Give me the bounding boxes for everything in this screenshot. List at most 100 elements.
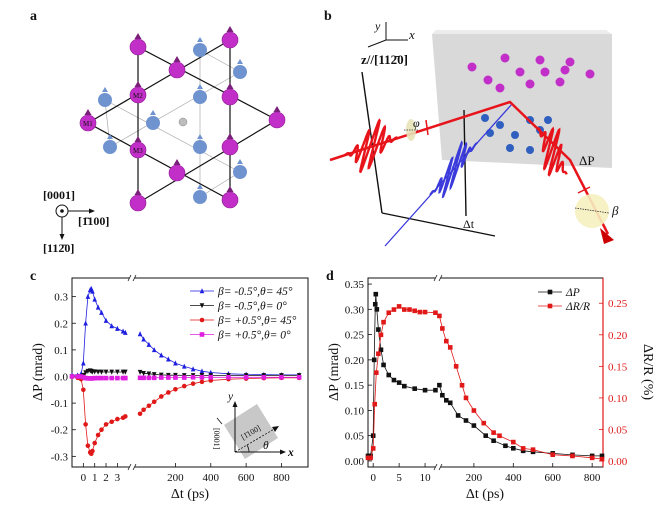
data-point bbox=[95, 304, 101, 310]
blue-atom bbox=[511, 131, 519, 139]
spin-arrow-icon bbox=[226, 186, 234, 192]
probe-pulse-incident bbox=[344, 118, 398, 174]
blue-atom bbox=[481, 114, 489, 122]
data-point bbox=[92, 375, 97, 381]
x-tick-label: 5 bbox=[396, 472, 402, 484]
magnetic-atom bbox=[585, 69, 595, 79]
data-point bbox=[85, 293, 91, 299]
data-point bbox=[374, 307, 380, 312]
inset-orientation: yxθ[0001] [1̄100] bbox=[212, 391, 294, 459]
data-point bbox=[226, 374, 231, 380]
blue-atom bbox=[146, 116, 160, 130]
angle-arc bbox=[246, 444, 250, 453]
data-point bbox=[166, 390, 171, 395]
data-point bbox=[396, 380, 402, 385]
data-point bbox=[412, 308, 417, 314]
spin-arrow-icon bbox=[197, 134, 203, 139]
magnetic-atom bbox=[129, 38, 147, 56]
analyzer-icon bbox=[575, 194, 609, 228]
data-point bbox=[599, 456, 605, 462]
data-point bbox=[433, 387, 438, 393]
analyzer-axis bbox=[574, 207, 610, 214]
data-point bbox=[279, 374, 284, 380]
data-point bbox=[181, 383, 187, 389]
right-y-tick-label: 0.25 bbox=[608, 298, 628, 310]
magnetic-atom bbox=[483, 75, 493, 85]
blue-atom bbox=[103, 140, 117, 154]
data-point bbox=[463, 395, 469, 401]
data-point bbox=[422, 387, 428, 393]
x-tick-label: 10 bbox=[420, 472, 432, 484]
series-1 bbox=[365, 304, 605, 462]
polarizer-icon bbox=[406, 119, 416, 141]
data-point bbox=[381, 319, 386, 325]
spin-arrow-icon bbox=[134, 33, 142, 39]
legend-marker bbox=[199, 332, 205, 337]
data-point bbox=[370, 433, 376, 438]
axis-break-gap bbox=[435, 275, 441, 281]
x-tick-label: 1 bbox=[92, 472, 98, 484]
atom-label-m2: M2 bbox=[133, 92, 143, 100]
data-point bbox=[173, 375, 178, 380]
legend: ΔP ΔR/R bbox=[538, 287, 590, 313]
series-line bbox=[72, 287, 126, 376]
inset-angle-label: θ bbox=[263, 440, 269, 452]
blue-atom bbox=[193, 43, 207, 57]
spin-arrow-icon bbox=[107, 134, 113, 139]
y-tick-label: 0.00 bbox=[345, 456, 365, 468]
data-point bbox=[137, 369, 143, 376]
sample-top-face bbox=[432, 30, 612, 34]
data-point bbox=[453, 364, 459, 369]
x-axis-label: Δt (ps) bbox=[171, 487, 210, 502]
data-point bbox=[190, 381, 196, 386]
y-axis-label: ΔP (mrad) bbox=[327, 343, 342, 401]
y-tick-label: -0.3 bbox=[51, 451, 69, 463]
legend-marker bbox=[547, 289, 553, 295]
axis-break-mark bbox=[127, 463, 132, 471]
data-point bbox=[99, 427, 104, 433]
y-tick-label: -0.2 bbox=[51, 425, 68, 437]
panel-label-b: b bbox=[324, 9, 332, 24]
axis-label-0001: [0001] bbox=[43, 188, 75, 202]
data-point bbox=[199, 368, 205, 374]
data-point bbox=[83, 422, 88, 427]
data-point bbox=[550, 452, 556, 457]
legend-marker bbox=[199, 317, 205, 323]
data-point bbox=[378, 332, 384, 338]
magnetic-atom bbox=[555, 77, 565, 87]
data-point bbox=[103, 317, 109, 323]
spin-arrow-icon bbox=[273, 106, 281, 112]
arrowhead-icon bbox=[272, 426, 279, 432]
axis-z-label: z//[112̄0] bbox=[361, 52, 408, 67]
x-tick-label: 400 bbox=[203, 472, 220, 484]
data-point bbox=[368, 455, 373, 461]
y-tick-label: 0.05 bbox=[345, 431, 365, 443]
data-point bbox=[141, 407, 146, 413]
blue-atom bbox=[486, 129, 494, 137]
delta-p-label: ΔP bbox=[579, 153, 595, 168]
data-point bbox=[151, 375, 157, 381]
data-point bbox=[115, 375, 120, 381]
data-point bbox=[141, 370, 146, 377]
lab-axes: y x z//[112̄0] bbox=[361, 19, 415, 67]
right-y-tick-label: 0.10 bbox=[608, 393, 628, 405]
data-point bbox=[261, 374, 267, 380]
probe-arrowhead-icon bbox=[600, 228, 614, 244]
rotation-mark bbox=[577, 186, 591, 194]
spin-arrow-icon bbox=[237, 159, 243, 164]
data-point bbox=[151, 399, 157, 405]
legend-label: ΔR/R bbox=[565, 301, 590, 313]
data-point bbox=[69, 374, 75, 379]
data-point bbox=[166, 356, 171, 362]
data-point bbox=[158, 394, 164, 399]
legend-label: β= +0.5°,θ= 0° bbox=[217, 330, 291, 342]
data-point bbox=[103, 422, 109, 427]
data-point bbox=[115, 369, 120, 375]
x-tick-label: 600 bbox=[544, 472, 561, 484]
data-point bbox=[391, 307, 397, 312]
data-point bbox=[151, 347, 157, 353]
data-point bbox=[90, 448, 95, 454]
data-point bbox=[115, 416, 120, 422]
data-point bbox=[90, 288, 95, 294]
